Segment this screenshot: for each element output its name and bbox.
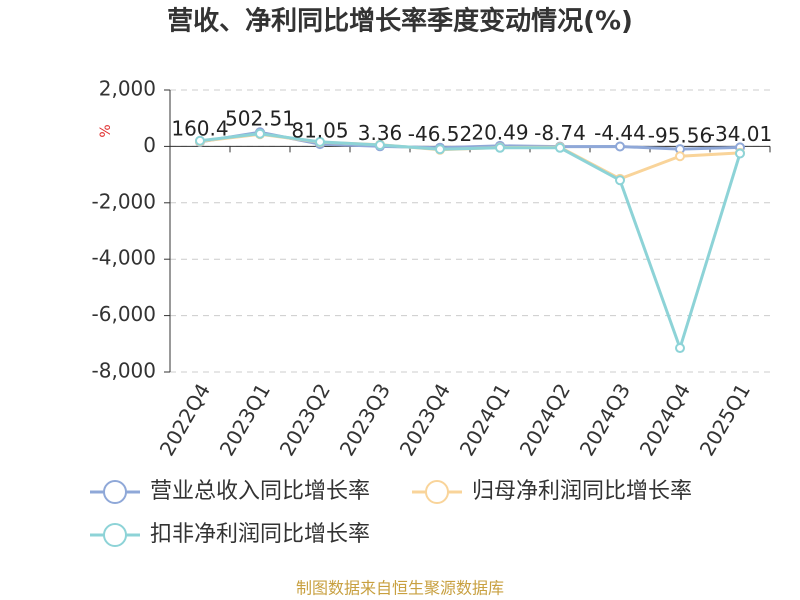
data-point (555, 142, 565, 153)
x-tick-label: 2023Q3 (335, 379, 395, 460)
legend-label: 归母净利润同比增长率 (472, 479, 692, 504)
data-point (675, 151, 685, 162)
legend-label: 营业总收入同比增长率 (150, 479, 370, 504)
x-tick-label: 2023Q4 (395, 379, 455, 460)
data-point (615, 141, 625, 152)
y-tick-label: -6,000 (92, 302, 156, 326)
x-tick-label: 2024Q4 (635, 379, 695, 460)
legend-marker (103, 480, 127, 504)
y-tick-label: 2,000 (99, 77, 156, 101)
data-label: -46.52 (408, 122, 472, 146)
data-label: -8.74 (534, 121, 586, 145)
data-point (375, 139, 385, 150)
source-note: 制图数据来自恒生聚源数据库 (296, 579, 504, 598)
data-label: 81.05 (291, 119, 348, 143)
x-tick-label: 2024Q3 (575, 379, 635, 460)
legend-marker (103, 523, 127, 547)
data-point (495, 142, 505, 153)
data-point (255, 128, 265, 139)
y-axis-label: % (98, 124, 114, 137)
x-tick-label: 2024Q1 (455, 379, 515, 460)
data-point (615, 175, 625, 186)
data-label: 502.51 (225, 107, 295, 131)
data-point (315, 136, 325, 147)
x-tick-label: 2024Q2 (515, 379, 575, 460)
y-tick-label: -8,000 (92, 359, 156, 383)
data-label: -34.01 (708, 122, 772, 146)
data-label: -4.44 (594, 121, 646, 145)
x-tick-label: 2023Q2 (275, 379, 335, 460)
x-tick-label: 2022Q4 (155, 379, 215, 460)
data-point (435, 144, 445, 155)
data-label: -95.56 (648, 124, 712, 148)
data-point (195, 135, 205, 146)
legend-marker (425, 480, 449, 504)
data-point (675, 343, 685, 354)
chart-title: 营收、净利同比增长率季度变动情况(%) (167, 6, 633, 37)
data-label: 3.36 (358, 121, 403, 145)
x-tick-label: 2025Q1 (695, 379, 755, 460)
x-tick-label: 2023Q1 (215, 379, 275, 460)
y-tick-label: -2,000 (92, 189, 156, 213)
data-label: 160.4 (171, 116, 228, 140)
data-point (735, 148, 745, 159)
y-tick-label: -4,000 (92, 246, 156, 270)
data-label: 20.49 (471, 120, 528, 144)
legend-label: 扣非净利润同比增长率 (150, 522, 370, 547)
series-line (199, 132, 742, 353)
y-tick-label: 0 (143, 133, 156, 157)
